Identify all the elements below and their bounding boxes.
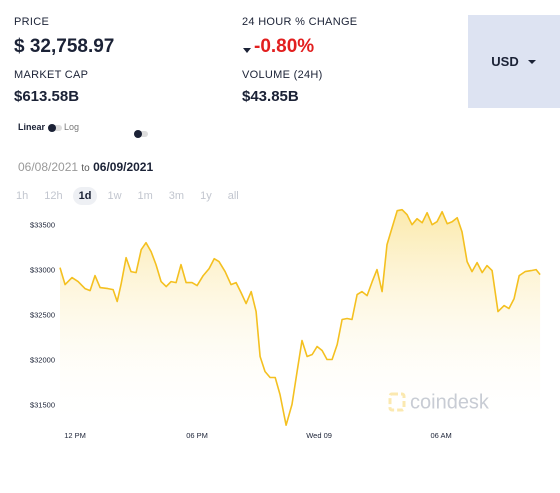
currency-select[interactable]: USD [468,15,560,108]
market-cap-label: MARKET CAP [14,69,89,81]
range-button[interactable]: 1y [200,190,212,202]
currency: USD [491,54,519,69]
market-cap: $613.58B [14,88,80,105]
range-button[interactable]: 3m [168,190,185,202]
range-button[interactable]: 1h [16,190,29,202]
caret [527,59,536,64]
down-arrow [243,48,251,53]
y-tick-label: $33000 [30,266,55,275]
x-tick-label: 06 PM [186,431,208,440]
volume-label: VOLUME (24H) [242,69,323,81]
range-button[interactable]: 1w [107,190,122,202]
y-tick-label: $33500 [30,221,55,230]
scale-toggle[interactable]: Linear Log [18,122,79,132]
area-fill [60,209,541,427]
range-button[interactable]: 12h [44,190,63,202]
log: Log [64,122,80,132]
change-label: 24 HOUR % CHANGE [242,16,358,28]
range-button[interactable]: 1d [72,187,98,205]
toggle [134,129,148,138]
x-tick-label: Wed 09 [306,431,332,440]
y-tick-label: $31500 [30,400,55,409]
x-tick-label: 12 PM [64,431,86,440]
volume: $43.85B [242,88,299,105]
linear: Linear [18,122,46,132]
y-tick-label: $32000 [30,355,55,364]
x-tick-label: 06 AM [430,431,451,440]
watermark [388,392,406,412]
date-to[interactable]: 06/09/2021 [93,160,154,174]
date-range: 06/08/2021 to 06/09/2021 [18,160,153,174]
y-tick-label: $32500 [30,311,55,320]
range-button[interactable]: 1m [137,190,153,202]
price-label: PRICE [14,16,50,28]
price-line [59,208,541,426]
toggle [47,123,62,132]
range-buttons: 1h 12h 1d 1w 1m 3m 1y all [10,187,245,205]
change: -0.80% [254,36,315,57]
price: $ 32,758.97 [14,36,115,57]
range-button[interactable]: all [227,190,239,202]
date-from[interactable]: 06/08/2021 [18,160,79,174]
toggle2[interactable] [134,125,148,143]
watermark-text: coindesk [410,391,490,413]
date-to-word: to [81,163,90,174]
